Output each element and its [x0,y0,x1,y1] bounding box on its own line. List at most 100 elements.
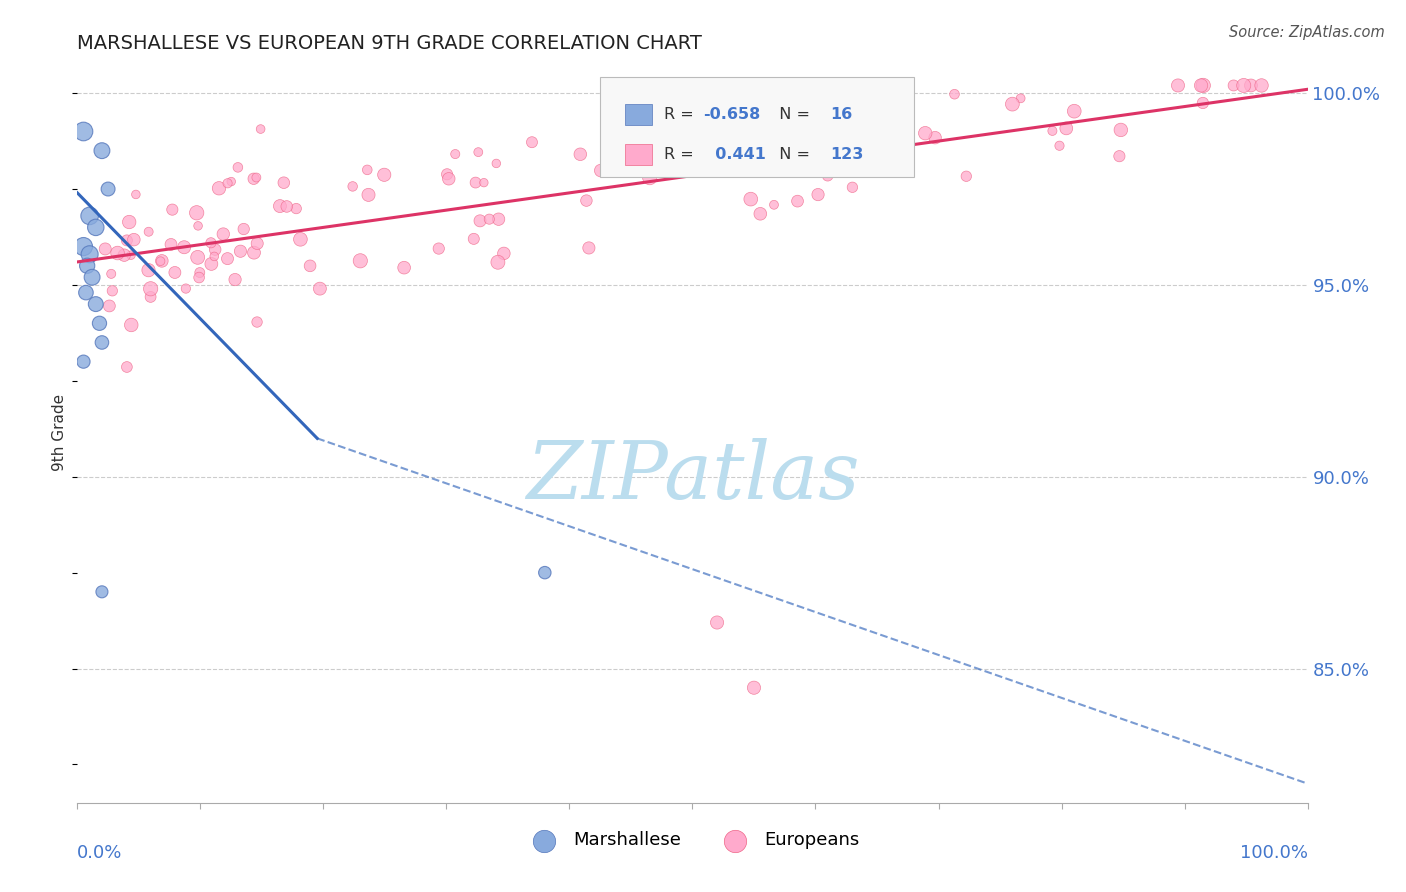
Point [786,194,808,208]
Point [356,162,378,177]
Point [84,220,107,235]
Point [94,242,117,256]
Point [444,147,467,161]
Point [100,267,122,281]
Point [219,175,242,189]
Point [820,105,842,120]
Point [122,233,145,247]
Text: 16: 16 [831,107,852,122]
Y-axis label: 9th Grade: 9th Grade [52,394,67,471]
Point [710,142,733,156]
Text: N =: N = [769,147,815,162]
Text: 100.0%: 100.0% [1240,844,1308,862]
Point [1167,78,1189,93]
Point [245,170,267,185]
Point [955,169,977,184]
Point [200,257,222,271]
Point [1192,78,1215,93]
Point [246,236,269,251]
Point [1049,138,1071,153]
Point [742,161,765,176]
Point [1109,123,1132,137]
Point [894,164,917,178]
Point [112,248,135,262]
Point [89,316,111,330]
Point [703,159,725,173]
Point [125,187,148,202]
Point [914,126,936,140]
Point [76,259,98,273]
Point [492,246,515,260]
Point [72,239,94,253]
Point [101,284,124,298]
Point [392,260,415,275]
Point [120,318,142,332]
Point [84,297,107,311]
Point [188,270,211,285]
Text: Source: ZipAtlas.com: Source: ZipAtlas.com [1229,25,1385,40]
Point [98,299,121,313]
Bar [624,145,652,165]
Point [817,78,839,93]
Text: 0.0%: 0.0% [77,844,122,862]
Point [1240,78,1263,93]
Point [742,681,765,695]
Point [569,147,592,161]
Point [1233,78,1256,93]
Point [1063,104,1085,119]
Point [463,232,485,246]
Point [200,235,222,250]
Point [575,194,598,208]
Point [273,176,295,190]
Point [232,222,254,236]
Point [138,263,160,277]
Text: N =: N = [769,107,815,122]
Point [841,180,863,194]
Point [817,169,839,183]
Point [276,199,298,213]
Point [638,170,661,185]
Text: 123: 123 [831,147,863,162]
Point [107,246,129,260]
Point [589,163,612,178]
Point [706,615,728,630]
Point [856,112,879,126]
Point [768,154,790,169]
Point [90,584,114,599]
Point [269,199,291,213]
Point [163,265,186,279]
Point [436,167,458,181]
Point [82,270,104,285]
Point [72,124,94,138]
Point [1010,91,1032,105]
Point [349,253,371,268]
Point [242,171,264,186]
Legend: Marshallese, Europeans: Marshallese, Europeans [519,824,866,856]
Point [115,233,138,247]
Point [79,247,101,261]
Bar [624,104,652,125]
Point [520,135,543,149]
Point [72,354,94,368]
Point [1192,95,1215,110]
Point [472,176,495,190]
Point [427,242,450,256]
Point [79,209,101,223]
Point [139,290,162,304]
Point [1001,97,1024,112]
Point [485,156,508,170]
Point [243,245,266,260]
Point [160,237,183,252]
Point [882,138,904,153]
FancyBboxPatch shape [600,78,914,178]
Point [768,112,790,127]
Point [208,181,231,195]
Point [75,285,97,300]
Point [290,232,312,246]
Text: R =: R = [664,107,699,122]
Point [1250,78,1272,93]
Point [97,182,120,196]
Point [115,359,138,374]
Point [807,187,830,202]
Point [204,243,226,257]
